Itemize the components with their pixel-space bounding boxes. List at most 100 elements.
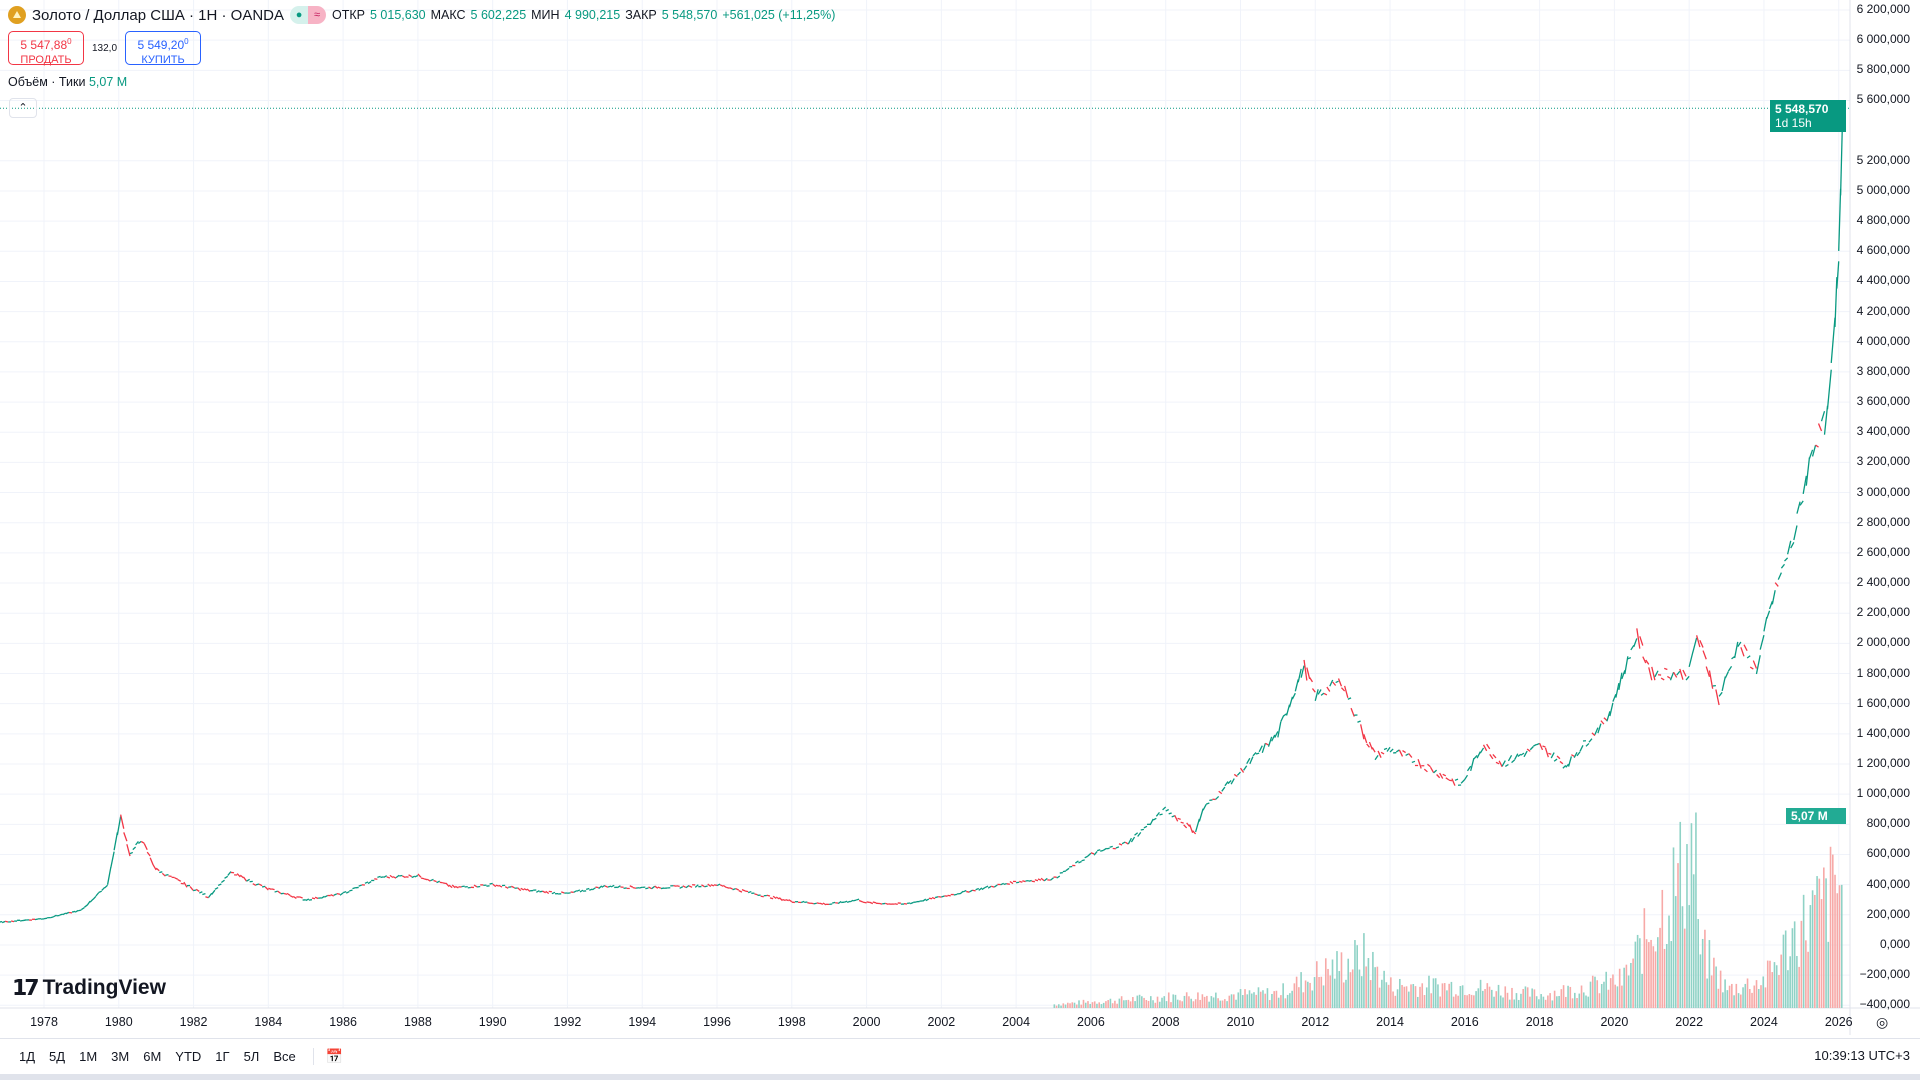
collapse-legend-button[interactable]: ⌃ — [9, 98, 37, 118]
price-segment — [1624, 656, 1629, 675]
year-tick: 2020 — [1600, 1015, 1629, 1029]
range-button[interactable]: 6М — [143, 1049, 162, 1064]
volume-bar — [1421, 983, 1424, 1008]
volume-bar — [1686, 844, 1688, 1008]
sell-button[interactable]: 5 547,880 ПРОДАТЬ — [8, 31, 84, 66]
volume-bar — [1244, 989, 1246, 1008]
price-segment — [242, 876, 248, 882]
range-button[interactable]: Все — [273, 1049, 296, 1064]
price-tick: 2 800,000 — [1856, 514, 1910, 529]
range-button[interactable]: 5Л — [243, 1049, 260, 1064]
price-segment — [1705, 666, 1711, 678]
volume-bar — [1533, 989, 1536, 1008]
price-segment — [143, 843, 148, 851]
price-segment — [710, 884, 715, 887]
volume-bar — [1789, 956, 1791, 1008]
price-segment — [402, 875, 406, 879]
volume-bar — [1282, 983, 1284, 1008]
volume-bar — [1764, 987, 1767, 1008]
volume-bar — [1257, 987, 1260, 1008]
price-segment — [473, 884, 478, 888]
price-segment — [1323, 692, 1328, 696]
volume-bar — [1695, 812, 1697, 1008]
range-button[interactable]: 5Д — [49, 1049, 66, 1064]
volume-bar — [1197, 992, 1199, 1008]
volume-bar — [1475, 991, 1477, 1008]
price-segment — [707, 883, 712, 887]
range-button[interactable]: YTD — [175, 1049, 202, 1064]
volume-bar — [1735, 983, 1738, 1008]
volume-bar — [1661, 889, 1664, 1008]
price-tick: 4 400,000 — [1856, 273, 1910, 288]
price-segment — [1371, 747, 1376, 753]
symbol-title[interactable]: Золото / Доллар США · 1Н · OANDA — [32, 6, 285, 24]
volume-bar — [1573, 992, 1576, 1008]
year-tick: 1994 — [628, 1015, 657, 1029]
price-segment — [1149, 818, 1154, 826]
range-button[interactable]: 1М — [79, 1049, 98, 1064]
volume-bar — [1616, 986, 1619, 1008]
price-segment — [1433, 769, 1438, 774]
volume-bar — [1345, 979, 1347, 1008]
price-segment — [1252, 752, 1257, 757]
clock[interactable]: 10:39:13 UTC+3 — [1814, 1048, 1910, 1063]
volume-bar — [1740, 994, 1742, 1008]
price-segment — [1326, 686, 1331, 692]
price-segment — [383, 875, 388, 878]
volume-legend[interactable]: Объём · Тики 5,07 M — [8, 75, 127, 89]
price-segment — [894, 903, 898, 905]
volume-bar — [1089, 1003, 1092, 1008]
market-status[interactable]: ● ≈ — [290, 6, 327, 24]
price-segment — [1186, 822, 1191, 827]
price-segment — [132, 846, 137, 851]
price-segment — [701, 884, 705, 888]
volume-bar — [1560, 989, 1563, 1008]
volume-bar — [1773, 962, 1776, 1008]
price-segment — [1448, 779, 1453, 782]
price-segment — [729, 887, 733, 890]
high-label: МАКС — [430, 8, 466, 22]
price-segment — [264, 886, 269, 891]
price-segment — [1096, 849, 1101, 852]
axis-settings-icon[interactable]: ◎ — [1876, 1014, 1889, 1030]
volume-bar — [1556, 996, 1558, 1008]
price-segment — [1377, 750, 1382, 758]
volume-bar — [1598, 993, 1601, 1008]
price-segment — [1265, 742, 1269, 746]
range-button[interactable]: 1Г — [215, 1049, 230, 1064]
price-segment — [1774, 582, 1779, 587]
volume-bar — [1784, 930, 1787, 1008]
price-segment — [1277, 721, 1282, 738]
price-segment — [177, 879, 182, 882]
year-tick: 2006 — [1077, 1015, 1105, 1029]
price-segment — [934, 896, 939, 899]
volume-bar — [1318, 977, 1320, 1008]
price-segment — [274, 890, 278, 893]
price-segment — [598, 885, 603, 890]
price-segment — [716, 883, 721, 887]
range-button[interactable]: 3М — [111, 1049, 130, 1064]
price-segment — [1777, 572, 1782, 580]
price-segment — [1796, 501, 1801, 514]
open-label: ОТКР — [332, 8, 365, 22]
price-segment — [116, 816, 122, 836]
range-button[interactable]: 1Д — [19, 1049, 36, 1064]
volume-bar — [1488, 986, 1491, 1008]
volume-bar — [1553, 990, 1556, 1008]
price-segment — [78, 909, 82, 912]
volume-bar — [1203, 996, 1206, 1008]
price-segment — [165, 873, 169, 876]
buy-button[interactable]: 5 549,200 КУПИТЬ — [125, 31, 202, 66]
tradingview-logo[interactable]: 𝟭𝟳 TradingView — [12, 975, 166, 1001]
volume-bar — [1468, 994, 1471, 1008]
price-segment — [862, 901, 867, 904]
year-tick: 1984 — [254, 1015, 283, 1029]
go-to-date-icon[interactable]: 📅 — [312, 1048, 343, 1065]
volume-bar — [1073, 1002, 1076, 1008]
volume-bar — [1515, 993, 1518, 1008]
close-value: 5 548,570 — [661, 8, 718, 22]
volume-bar — [1356, 945, 1358, 1008]
volume-bar — [1428, 975, 1430, 1008]
low-label: МИН — [531, 8, 560, 22]
